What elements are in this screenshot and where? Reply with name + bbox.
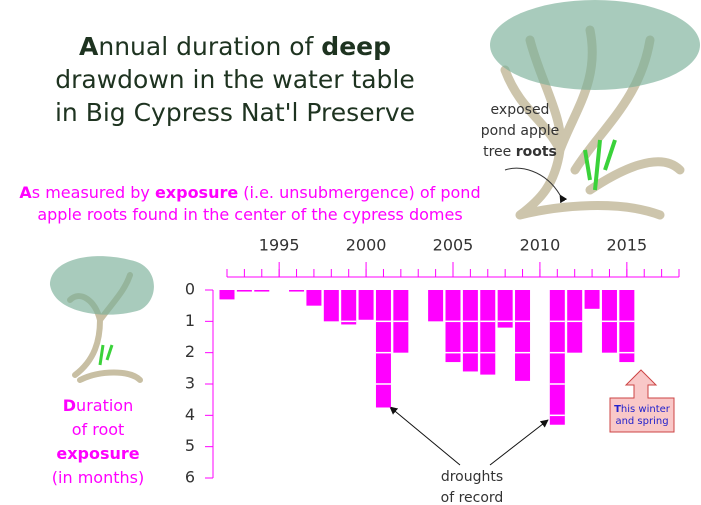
bar [619,290,635,363]
bar [584,290,600,309]
canopy [50,256,154,315]
y-tick-label: 1 [185,311,195,330]
text-part: s measured by [32,183,155,202]
bar [497,290,513,328]
text-part: drawdown in the water table [55,65,415,94]
y-tick-label: 6 [185,468,195,487]
roots-green [583,139,617,191]
text-part: his winter [621,404,671,415]
text-part: uration [76,396,133,415]
text-part: apple roots found in the center of the c… [37,205,462,224]
tree-illustration [490,0,700,220]
text-part: deep [321,32,391,61]
text-part: (in months) [52,468,144,487]
bar [219,290,235,300]
tree-illustration-small [50,256,154,383]
x-tick-label: 1995 [259,236,300,255]
title: Annual duration of deep drawdown in the w… [55,32,415,127]
text-part: T [614,404,621,415]
subtitle: As measured by exposure (i.e. unsubmerge… [19,183,480,224]
y-tick-label: 3 [185,374,195,393]
bar [289,290,305,292]
current-note: This winter and spring [614,404,671,427]
text-part: in Big Cypress Nat'l Preserve [55,98,415,127]
text-part: of root [72,420,125,439]
bar [480,290,496,375]
canopy [490,0,700,90]
bar [358,290,374,320]
x-tick-label: 2015 [606,236,647,255]
text-part: droughts [441,469,503,485]
text-part: exposed [491,102,550,118]
x-tick-label: 2010 [520,236,561,255]
text-part: tree [483,144,516,160]
x-tick-label: 2005 [433,236,474,255]
bar [445,290,461,363]
text-part: A [79,32,99,61]
text-part: pond apple [481,123,560,139]
text-part: exposure [155,183,238,202]
text-part: of record [441,490,504,505]
bar [323,290,339,322]
text-part: A [19,183,32,202]
y-tick-label: 0 [185,280,195,299]
bar [306,290,322,306]
x-tick-label: 2000 [346,236,387,255]
text-part: exposure [56,444,139,463]
text-part: and spring [615,416,668,427]
text-part: nnual duration of [98,32,321,61]
bar [341,290,357,325]
text-part: (i.e. unsubmergence) of pond [238,183,480,202]
text-part: D [63,396,76,415]
tree-note: exposed pond apple tree roots [481,102,560,160]
y-axis-label: Duration of root exposure (in months) [52,396,144,487]
bar [549,290,565,425]
roots-green [98,344,114,366]
drought-arrow [389,406,461,466]
tree-arrow [504,167,568,204]
bar [375,290,391,408]
y-tick-label: 2 [185,342,195,361]
text-part: roots [516,144,557,160]
bar [254,290,270,292]
y-tick-label: 5 [185,436,195,455]
current-note-box [609,369,675,433]
drought-note: droughts of record [441,469,504,505]
drought-arrow [489,419,549,466]
trunk [500,25,685,220]
bar [515,290,531,381]
bar [236,290,252,292]
bar [428,290,444,322]
bar [462,290,478,372]
y-tick-label: 4 [185,405,195,424]
